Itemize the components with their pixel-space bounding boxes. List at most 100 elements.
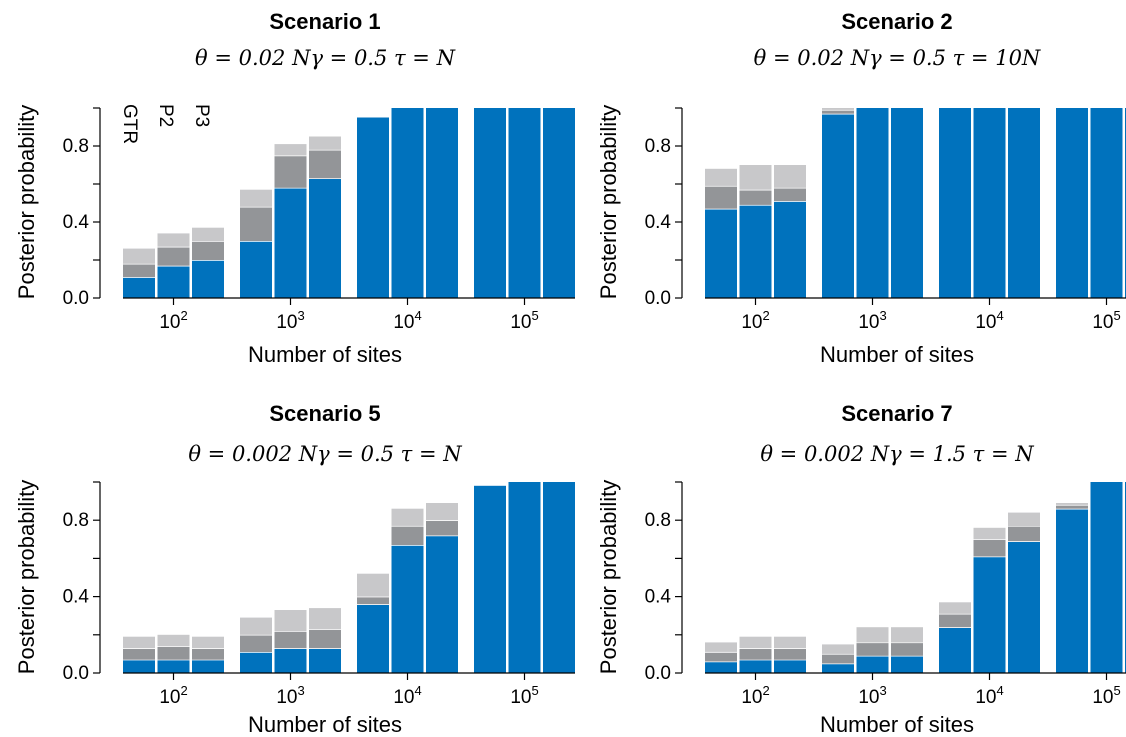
bar-p3 (774, 636, 806, 649)
bar-p3 (774, 165, 806, 188)
bar-gtr (309, 178, 341, 298)
axes: 0.0 0.4 0.8 102 103 104 105 (645, 107, 1126, 333)
bar-p3 (1008, 512, 1040, 526)
bar-p3 (1056, 503, 1088, 505)
bar-p3 (274, 144, 307, 156)
bar-gtr (157, 265, 190, 298)
bar-p2 (739, 648, 772, 660)
axes: 0.0 0.4 0.8 102 103 104 105 (645, 481, 1126, 708)
bar-p3 (274, 610, 307, 631)
bar-p2 (973, 539, 1006, 557)
bar-group (123, 482, 575, 673)
chart-subtitle: θ = 0.02 Nγ = 0.5 τ = N (195, 46, 456, 70)
bar-gtr (391, 108, 424, 298)
chart-subtitle: θ = 0.02 Nγ = 0.5 τ = 10N (754, 46, 1041, 70)
y-tick-label: 0.8 (645, 510, 671, 531)
y-tick-label: 0.4 (63, 212, 90, 233)
bar-p3 (123, 248, 155, 264)
bar-group (705, 108, 1126, 298)
chart-subtitle: θ = 0.002 Nγ = 0.5 τ = N (188, 442, 462, 466)
chart-subtitle: θ = 0.002 Nγ = 1.5 τ = N (760, 442, 1034, 466)
bar-p2 (939, 613, 971, 628)
bar-p3 (157, 233, 190, 247)
x-tick-label: 105 (510, 308, 538, 333)
bar-p3 (822, 644, 854, 654)
bar-p3 (192, 636, 224, 649)
chart-panel-3: Scenario 5 θ = 0.002 Nγ = 0.5 τ = N Numb… (14, 401, 575, 737)
bar-gtr (774, 201, 806, 298)
bar-gtr (822, 113, 854, 298)
x-tick-label: 103 (858, 308, 886, 333)
bar-p3 (123, 636, 155, 649)
bar-p3 (192, 227, 224, 241)
bar-gtr (856, 108, 889, 298)
x-axis-label: Number of sites (248, 712, 402, 737)
bar-p3 (309, 136, 341, 150)
bar-gtr (391, 545, 424, 673)
bar-p3 (240, 617, 272, 635)
y-axis-label: Posterior probability (596, 480, 621, 674)
bar-gtr (939, 627, 971, 673)
bar-gtr (192, 260, 224, 298)
bar-gtr (705, 208, 737, 298)
bar-gtr (973, 556, 1006, 673)
bar-p2 (157, 246, 190, 266)
bar-p2 (705, 185, 737, 209)
bar-p3 (739, 165, 772, 190)
bar-p2 (123, 263, 155, 278)
bar-gtr (543, 482, 575, 673)
chart-panel-4: Scenario 7 θ = 0.002 Nγ = 1.5 τ = N Numb… (596, 401, 1126, 737)
x-tick-label: 104 (393, 683, 421, 708)
bar-gtr (939, 108, 971, 298)
chart-title: Scenario 2 (841, 9, 952, 34)
x-tick-label: 103 (276, 683, 304, 708)
bar-p2 (774, 648, 806, 660)
bar-p3 (357, 573, 389, 597)
bar-gtr (357, 117, 389, 298)
y-tick-label: 0.0 (63, 288, 89, 309)
x-axis-label: Number of sites (248, 342, 402, 367)
bar-p3 (240, 189, 272, 207)
bar-gtr (1008, 108, 1040, 298)
bar-gtr (123, 659, 155, 673)
legend-label-p2: P2 (155, 104, 176, 127)
bar-group (123, 108, 575, 298)
x-tick-label: 104 (975, 308, 1003, 333)
bar-gtr (474, 108, 506, 298)
bar-gtr (192, 659, 224, 673)
bar-gtr (1090, 108, 1123, 298)
y-tick-label: 0.0 (63, 663, 89, 684)
y-tick-label: 0.8 (63, 510, 89, 531)
bar-p3 (891, 627, 923, 643)
bar-gtr (157, 659, 190, 673)
bar-gtr (1090, 482, 1123, 673)
bar-gtr (973, 108, 1006, 298)
y-tick-label: 0.0 (645, 288, 671, 309)
bar-p3 (705, 168, 737, 186)
bar-gtr (508, 482, 541, 673)
bar-p2 (822, 653, 854, 664)
bar-gtr (240, 652, 272, 673)
bar-gtr (274, 187, 307, 298)
axes: 0.0 0.4 0.8 102 103 104 105 (63, 481, 575, 708)
chart-title: Scenario 1 (269, 9, 380, 34)
x-tick-label: 103 (276, 308, 304, 333)
bar-gtr (1056, 508, 1088, 673)
bar-gtr (508, 108, 541, 298)
bar-p3 (973, 527, 1006, 540)
bar-gtr (822, 663, 854, 673)
x-axis-label: Number of sites (820, 342, 974, 367)
x-tick-label: 102 (741, 308, 769, 333)
chart-title: Scenario 7 (841, 401, 952, 426)
bar-p2 (891, 642, 923, 656)
bar-p3 (391, 508, 424, 526)
bar-gtr (891, 108, 923, 298)
bar-p2 (157, 646, 190, 660)
x-tick-label: 102 (741, 683, 769, 708)
x-tick-label: 104 (393, 308, 421, 333)
x-tick-label: 104 (975, 683, 1003, 708)
bar-p2 (705, 652, 737, 662)
y-axis-label: Posterior probability (596, 105, 621, 299)
bar-gtr (1056, 108, 1088, 298)
